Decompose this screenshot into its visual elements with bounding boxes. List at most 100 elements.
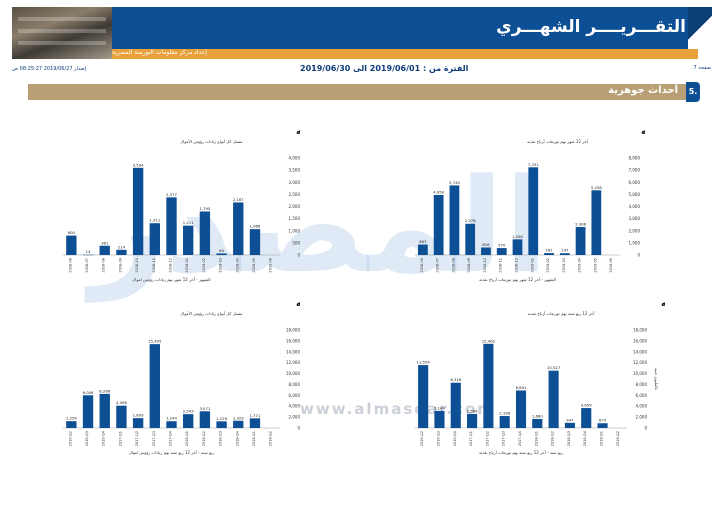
bar bbox=[149, 344, 160, 428]
x-tick-label: 2019-02 bbox=[546, 258, 550, 273]
y-tick-label: 18,000 bbox=[633, 328, 647, 333]
x-tick-label: 2019-01 bbox=[185, 258, 189, 273]
bar bbox=[116, 249, 127, 255]
x-tick-label: 2017-Q3 bbox=[502, 431, 506, 446]
x-tick-label: 2019-05 bbox=[593, 258, 597, 273]
chart-capital-quarterly: زيادات رؤوس الأموال الربع سنويه بالمليون… bbox=[55, 296, 521, 471]
data-label: 14 bbox=[86, 249, 91, 254]
bar bbox=[183, 225, 194, 255]
x-tick-label: 2017-Q4 bbox=[518, 430, 522, 446]
x-tick-label: 2018-Q2 bbox=[551, 431, 555, 446]
bar bbox=[581, 408, 592, 428]
y-tick-label: 1,500 bbox=[289, 216, 300, 221]
bar bbox=[564, 422, 575, 428]
y-tick-label: 4,000 bbox=[289, 156, 300, 161]
data-label: 381 bbox=[101, 240, 109, 245]
bar bbox=[467, 414, 478, 428]
x-tick-label: 2016-Q2 bbox=[420, 431, 424, 446]
section-bar bbox=[28, 84, 688, 100]
x-axis-title: الشهور - آخر 12 شهر بهم زيادات رؤوس اموا… bbox=[132, 277, 210, 282]
bar bbox=[116, 405, 127, 428]
x-axis-title: الشهور - آخر 12 شهر بهم توزيعات أرباح نق… bbox=[479, 277, 556, 282]
bar bbox=[66, 235, 77, 255]
x-tick-label: 2018-06 bbox=[420, 258, 424, 273]
bar bbox=[166, 197, 177, 255]
data-label: 2,308 bbox=[575, 222, 586, 227]
x-tick-label: 2019-03 bbox=[562, 258, 566, 273]
data-label: 7,231 bbox=[528, 162, 539, 167]
x-tick-label: 2018-10 bbox=[135, 258, 139, 273]
data-label: 2,167 bbox=[233, 197, 244, 202]
data-label: 3,071 bbox=[199, 406, 210, 411]
x-tick-label: 2018-Q1 bbox=[534, 431, 538, 446]
data-label: 2,578 bbox=[465, 218, 476, 223]
bar bbox=[166, 421, 177, 428]
x-tick-label: 2017-Q2 bbox=[485, 431, 489, 446]
bar bbox=[82, 395, 94, 428]
y-tick-label: 3,000 bbox=[289, 180, 300, 185]
x-tick-label: 2019-Q1 bbox=[600, 431, 604, 446]
data-label: 1,329 bbox=[233, 415, 244, 420]
y-tick-label: 7,000 bbox=[629, 168, 641, 173]
bar bbox=[233, 420, 244, 428]
bar bbox=[496, 248, 507, 255]
x-tick-label: 2017-Q1 bbox=[118, 431, 122, 446]
x-axis-title: ربع سنة - آخر 12 ربع سنة بهم زيادات رؤوس… bbox=[129, 450, 214, 455]
y-tick-label: 5,000 bbox=[629, 192, 641, 197]
x-tick-label: 2018-Q2 bbox=[202, 431, 206, 446]
bar bbox=[559, 253, 570, 255]
y-tick-label: 8,000 bbox=[289, 382, 300, 387]
y-tick-label: 10,000 bbox=[633, 371, 647, 376]
x-tick-label: 2017-Q3 bbox=[152, 431, 156, 446]
x-tick-label: 2018-08 bbox=[102, 258, 106, 273]
x-tick-label: 2016-Q3 bbox=[85, 431, 89, 446]
x-tick-label: 2019-Q2 bbox=[616, 431, 620, 446]
x-tick-label: 2018-09 bbox=[118, 258, 122, 273]
data-label: 147 bbox=[561, 248, 569, 253]
x-tick-label: 2018-08 bbox=[451, 258, 455, 273]
data-label: 570 bbox=[498, 243, 506, 248]
header-corner-decoration bbox=[688, 7, 712, 49]
bar bbox=[433, 194, 444, 255]
x-tick-label: 2018-Q4 bbox=[235, 430, 239, 446]
chart-svg: توزيعات الأرباح النقدية شهريا بالمليون ج… bbox=[415, 125, 720, 282]
data-label: 6,891 bbox=[516, 385, 527, 390]
y-tick-label: 12,000 bbox=[633, 360, 647, 365]
data-label: 616 bbox=[482, 242, 490, 247]
y-tick-label: 4,000 bbox=[629, 204, 641, 209]
x-tick-label: 2018-07 bbox=[436, 258, 440, 273]
x-tick-label: 2018-12 bbox=[515, 258, 519, 273]
data-label: 15,462 bbox=[482, 338, 496, 343]
data-label: 2,196 bbox=[499, 411, 510, 416]
y-tick-label: 1,000 bbox=[629, 240, 641, 245]
x-tick-label: 2018-Q1 bbox=[185, 431, 189, 446]
x-tick-label: 2018-11 bbox=[152, 258, 156, 273]
x-tick-label: 2016-Q2 bbox=[68, 431, 72, 446]
x-tick-label: 2016-Q3 bbox=[436, 431, 440, 446]
data-label: 873 bbox=[599, 418, 607, 423]
bar bbox=[249, 418, 261, 428]
chart-subtitle: آخر 12 شهر بهم توزيعات أرباح نقدية bbox=[527, 139, 589, 144]
data-label: 1,066 bbox=[250, 224, 261, 229]
data-label: 10,527 bbox=[547, 365, 561, 370]
x-tick-label: 2018-11 bbox=[499, 258, 503, 273]
bar bbox=[449, 185, 460, 255]
page-number: صفحة 7 bbox=[693, 65, 711, 71]
chart-subtitle: تشمل كل أنواع زيادات رؤوس الأموال bbox=[180, 311, 242, 316]
bar bbox=[481, 247, 491, 255]
data-label: 1,660 bbox=[532, 413, 543, 418]
x-tick-label: 2018-06 bbox=[68, 258, 72, 273]
chart-title: توزيعات الأرباح النقدية شهريا بالمليون ج… bbox=[641, 125, 645, 137]
data-label: 947 bbox=[566, 417, 574, 422]
x-tick-label: 2016-Q4 bbox=[453, 430, 457, 446]
chart-capital-monthly: زيادات رؤوس الأموال شهريا بالمليون جنيه ت… bbox=[55, 120, 495, 285]
chart-svg: زيادات رؤوس الأموال الربع سنويه بالمليون… bbox=[63, 297, 521, 455]
bar bbox=[417, 244, 428, 255]
x-tick-label: 2019-04 bbox=[578, 257, 582, 272]
y-tick-label: 0 bbox=[644, 426, 647, 431]
bar bbox=[249, 229, 261, 255]
x-tick-label: 2018-Q3 bbox=[219, 431, 223, 446]
y-tick-label: 2,000 bbox=[289, 415, 300, 420]
y-tick-label: 3,500 bbox=[289, 168, 300, 173]
data-label: 2,543 bbox=[183, 409, 194, 414]
